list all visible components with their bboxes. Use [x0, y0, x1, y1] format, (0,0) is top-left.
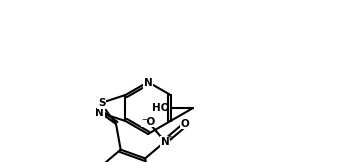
Text: HO: HO	[152, 103, 169, 113]
Text: +: +	[166, 134, 172, 140]
Text: O: O	[181, 119, 189, 129]
Text: N: N	[144, 78, 153, 88]
Text: ⁻O: ⁻O	[141, 117, 155, 127]
Text: N: N	[161, 137, 169, 147]
Text: N: N	[95, 108, 104, 118]
Text: S: S	[98, 98, 105, 108]
